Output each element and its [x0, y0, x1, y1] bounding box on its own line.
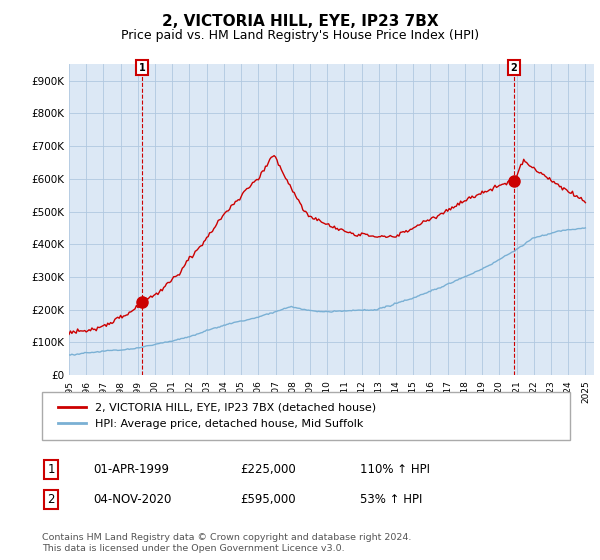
Text: 1: 1 [139, 63, 146, 73]
Text: 04-NOV-2020: 04-NOV-2020 [93, 493, 172, 506]
Text: 53% ↑ HPI: 53% ↑ HPI [360, 493, 422, 506]
Text: 2, VICTORIA HILL, EYE, IP23 7BX: 2, VICTORIA HILL, EYE, IP23 7BX [161, 14, 439, 29]
Text: 01-APR-1999: 01-APR-1999 [93, 463, 169, 476]
Text: 1: 1 [47, 463, 55, 476]
Legend: 2, VICTORIA HILL, EYE, IP23 7BX (detached house), HPI: Average price, detached h: 2, VICTORIA HILL, EYE, IP23 7BX (detache… [53, 397, 382, 435]
FancyBboxPatch shape [42, 392, 570, 440]
Text: 2: 2 [47, 493, 55, 506]
Text: £225,000: £225,000 [240, 463, 296, 476]
Text: 110% ↑ HPI: 110% ↑ HPI [360, 463, 430, 476]
Text: Price paid vs. HM Land Registry's House Price Index (HPI): Price paid vs. HM Land Registry's House … [121, 29, 479, 42]
Text: Contains HM Land Registry data © Crown copyright and database right 2024.
This d: Contains HM Land Registry data © Crown c… [42, 533, 412, 553]
Text: 2: 2 [511, 63, 517, 73]
Text: £595,000: £595,000 [240, 493, 296, 506]
